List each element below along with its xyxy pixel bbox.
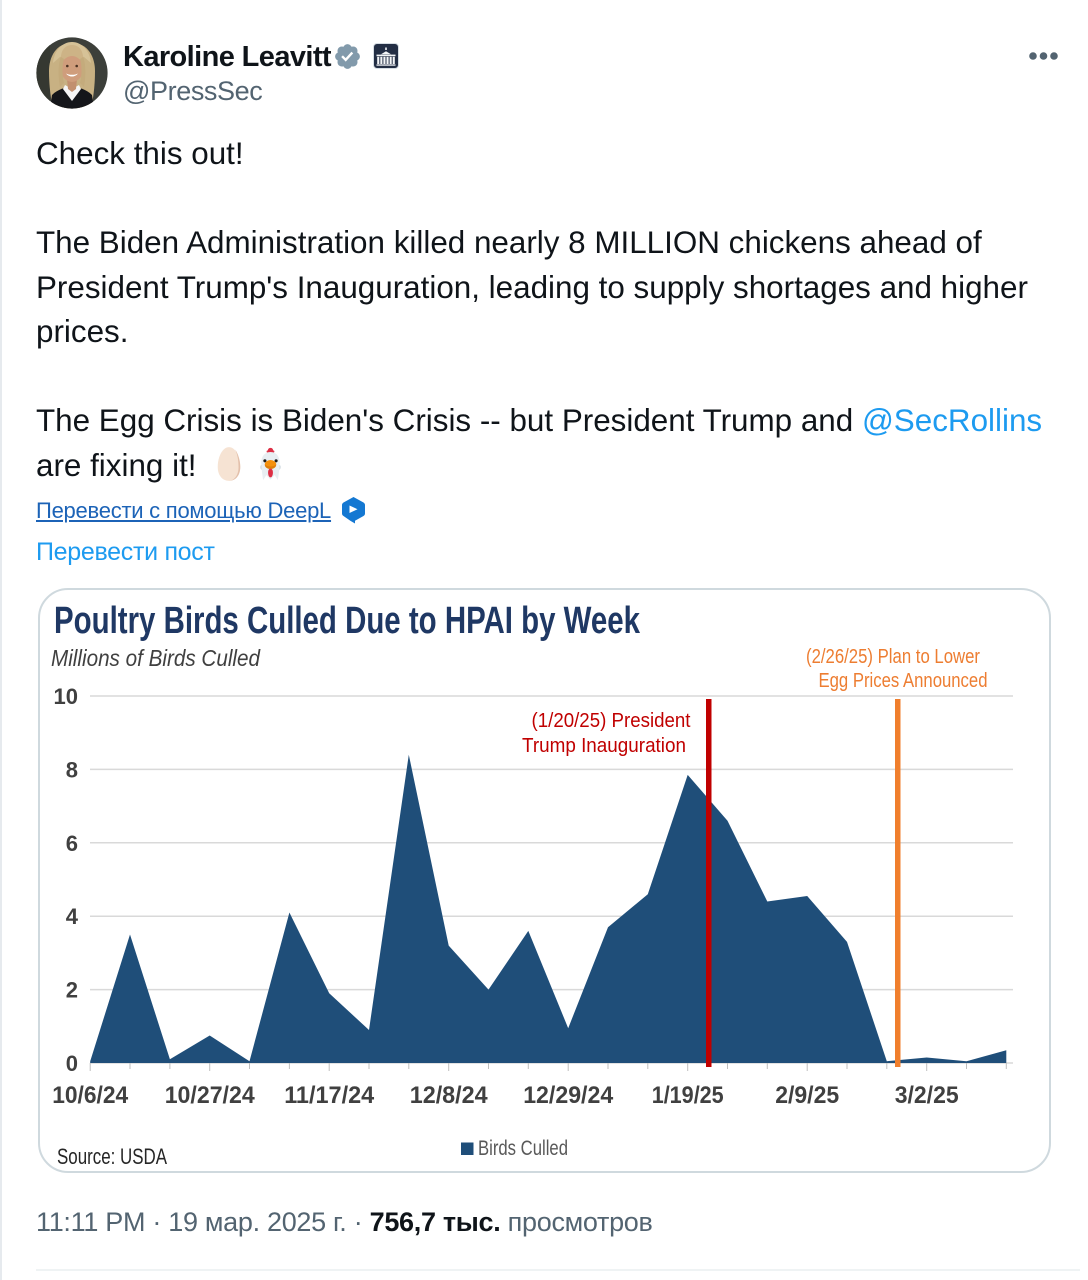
svg-text:1/19/25: 1/19/25 bbox=[652, 1082, 724, 1109]
svg-text:Source: USDA: Source: USDA bbox=[57, 1144, 167, 1169]
svg-text:6: 6 bbox=[66, 831, 78, 856]
svg-text:2: 2 bbox=[66, 978, 78, 1003]
svg-text:Poultry Birds Culled Due to HP: Poultry Birds Culled Due to HPAI by Week bbox=[54, 600, 641, 642]
svg-text:0: 0 bbox=[66, 1051, 78, 1076]
svg-text:Egg Prices Announced: Egg Prices Announced bbox=[819, 670, 988, 692]
svg-text:Birds Culled: Birds Culled bbox=[478, 1137, 568, 1160]
svg-text:(1/20/25) President: (1/20/25) President bbox=[532, 710, 691, 732]
svg-text:10/27/24: 10/27/24 bbox=[165, 1082, 256, 1109]
svg-text:(2/26/25) Plan to Lower: (2/26/25) Plan to Lower bbox=[806, 646, 980, 668]
svg-text:Trump Inauguration: Trump Inauguration bbox=[522, 735, 686, 757]
svg-text:12/29/24: 12/29/24 bbox=[523, 1082, 614, 1109]
svg-text:8: 8 bbox=[66, 757, 78, 782]
svg-text:10: 10 bbox=[54, 684, 78, 709]
svg-text:3/2/25: 3/2/25 bbox=[895, 1082, 959, 1109]
svg-text:11/17/24: 11/17/24 bbox=[284, 1082, 375, 1109]
svg-text:2/9/25: 2/9/25 bbox=[775, 1082, 839, 1109]
svg-text:10/6/24: 10/6/24 bbox=[52, 1082, 129, 1109]
svg-text:12/8/24: 12/8/24 bbox=[410, 1082, 489, 1109]
svg-text:Millions of Birds Culled: Millions of Birds Culled bbox=[51, 645, 261, 671]
svg-text:4: 4 bbox=[66, 904, 79, 929]
